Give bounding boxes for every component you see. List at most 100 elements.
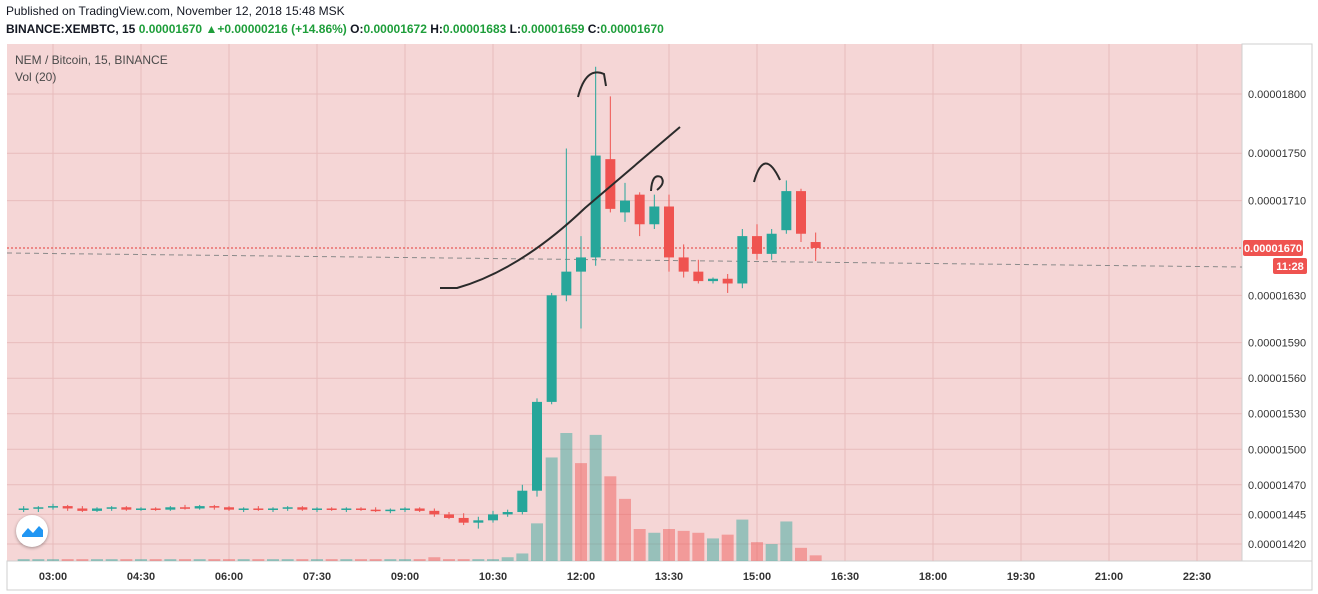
volume-bar <box>648 532 661 561</box>
candle-body <box>546 295 557 402</box>
candle-body <box>180 507 190 509</box>
time-axis <box>6 560 1313 591</box>
volume-bar <box>355 559 367 561</box>
x-tick-label: 13:30 <box>655 571 683 583</box>
x-tick-label: 21:00 <box>1095 571 1123 583</box>
volume-bar <box>677 530 690 561</box>
x-tick-label: 10:30 <box>479 571 507 583</box>
drawing-trendline <box>440 126 681 289</box>
candle-body <box>781 191 792 231</box>
volume-bar <box>589 434 602 561</box>
volume-bar <box>296 559 309 561</box>
x-tick-label: 07:30 <box>303 571 331 583</box>
volume-bar <box>76 559 89 561</box>
candle-body <box>253 508 264 510</box>
candle-body <box>326 508 337 510</box>
volume-bar <box>193 559 206 561</box>
y-tick-label: 0.00001420 <box>1248 539 1306 551</box>
chart-title: NEM / Bitcoin, 15, BINANCE <box>15 53 168 67</box>
volume-bar <box>692 532 705 561</box>
candle-body <box>370 509 381 512</box>
high-label: H: <box>430 22 443 36</box>
x-tick-label: 12:00 <box>567 571 595 583</box>
drawing-arc-left <box>577 71 607 98</box>
candle-body <box>532 401 542 491</box>
published-note: Published on TradingView.com, November 1… <box>6 4 345 18</box>
volume-bar <box>135 559 147 561</box>
open-label: O: <box>350 22 364 36</box>
current-price-tag <box>1243 239 1303 256</box>
candle-body <box>77 508 88 511</box>
candle-body <box>737 236 748 284</box>
candle-body <box>458 517 469 523</box>
candle-body <box>796 191 806 234</box>
volume-bar <box>780 521 793 561</box>
close-label: C: <box>587 22 601 36</box>
low-label: L: <box>509 22 521 36</box>
candle-body <box>48 506 58 508</box>
candle-body <box>620 200 630 213</box>
candle-body <box>33 507 44 509</box>
volume-bar <box>575 463 587 561</box>
volume-bar <box>223 559 235 561</box>
volume-bar <box>237 559 250 561</box>
x-tick-label: 18:00 <box>919 571 947 583</box>
candle-body <box>385 509 396 512</box>
volume-bar <box>501 557 514 561</box>
candle-body <box>664 206 674 258</box>
last-price: 0.00001670 <box>138 22 203 36</box>
candle-body <box>752 236 762 254</box>
candle-body <box>444 514 454 518</box>
volume-bar <box>707 538 719 561</box>
y-tick-label: 0.00001530 <box>1248 409 1306 421</box>
candle-body <box>810 242 821 248</box>
trend-line <box>6 252 1243 268</box>
y-tick-label: 0.00001500 <box>1248 444 1306 456</box>
drawing-arc-right <box>753 162 781 183</box>
low-value: 0.00001659 <box>520 22 585 36</box>
candle-body <box>708 278 718 282</box>
plot-area <box>7 44 1242 561</box>
up-arrow-icon: ▲ <box>205 22 218 36</box>
volume-bar <box>721 534 734 561</box>
y-tick-label: 0.00001800 <box>1248 89 1306 101</box>
volume-bar <box>369 559 382 561</box>
candle-body <box>400 508 410 510</box>
y-tick-label: 0.00001750 <box>1248 148 1306 160</box>
candle-body <box>121 507 132 510</box>
candle-body <box>605 159 616 209</box>
volume-bar <box>91 559 103 561</box>
candle-body <box>62 506 73 509</box>
volume-bar <box>399 559 411 561</box>
candle-body <box>722 278 733 284</box>
open-value: 0.00001672 <box>363 22 427 36</box>
y-tick-label: 0.00001590 <box>1248 338 1306 350</box>
volume-bar <box>633 529 646 561</box>
candle-body <box>92 508 102 511</box>
candle-body <box>678 257 689 272</box>
candle-body <box>150 508 161 510</box>
volume-bar <box>428 557 441 561</box>
volume-bar <box>736 519 749 561</box>
candle-body <box>693 271 704 282</box>
volume-bar <box>149 559 162 561</box>
volume-bar <box>105 559 118 561</box>
candle-body <box>561 271 572 296</box>
volume-bar <box>663 529 675 561</box>
price-axis <box>1241 43 1313 562</box>
candle-body <box>136 508 146 510</box>
x-tick-label: 15:00 <box>743 571 771 583</box>
volume-bar <box>17 559 30 561</box>
volume-bar <box>560 433 573 561</box>
x-tick-label: 19:30 <box>1007 571 1035 583</box>
volume-bar <box>472 559 485 561</box>
candle-body <box>238 508 249 510</box>
volume-bar <box>252 559 265 561</box>
candle-body <box>341 508 352 510</box>
x-tick-label: 16:30 <box>831 571 859 583</box>
candle-body <box>224 507 234 510</box>
close-value: 0.00001670 <box>600 22 664 36</box>
candle-body <box>356 508 366 510</box>
volume-bar <box>325 559 338 561</box>
